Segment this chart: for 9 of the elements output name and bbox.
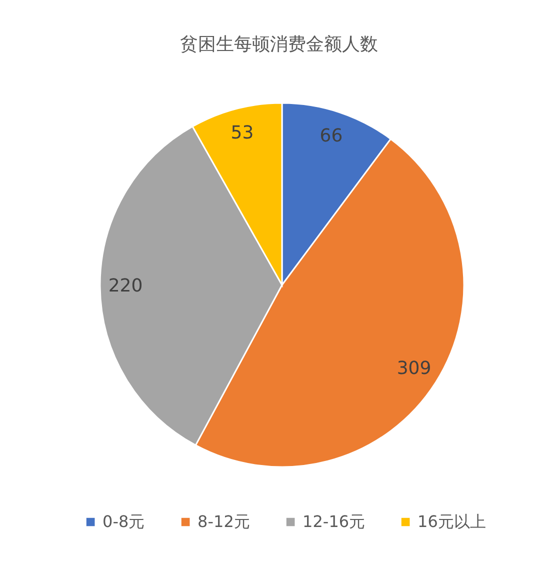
data-label: 53 [230, 122, 254, 144]
legend-label: 8-12元 [198, 512, 250, 531]
data-label: 220 [108, 276, 143, 297]
data-label: 66 [320, 125, 343, 146]
data-label: 309 [396, 358, 432, 380]
chart-title: 贫困生每顿消费金额人数 [180, 34, 378, 55]
legend-label: 16元以上 [418, 512, 486, 531]
legend-label: 12-16元 [302, 512, 366, 531]
legend-label: 0-8元 [102, 512, 145, 531]
